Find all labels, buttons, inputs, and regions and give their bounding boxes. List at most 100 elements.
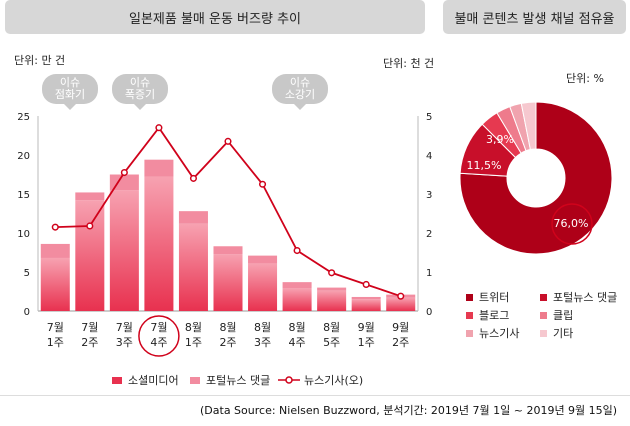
x-tick-label: 2주 bbox=[81, 336, 98, 349]
pie-legend-item: 블로그 bbox=[466, 307, 509, 323]
x-tick-label: 3주 bbox=[254, 336, 271, 349]
news-point bbox=[189, 174, 198, 182]
pie-legend-swatch bbox=[540, 329, 547, 337]
pie-legend-swatch bbox=[540, 293, 547, 301]
phase-lull-bubble: 이슈 소강기 bbox=[272, 74, 328, 110]
phase-lull-line2: 소강기 bbox=[284, 88, 316, 101]
phase-surge-line1: 이슈 bbox=[129, 76, 151, 89]
legend-news-label: 뉴스기사(오) bbox=[304, 374, 364, 387]
data-source-note: (Data Source: Nielsen Buzzword, 분석기간: 20… bbox=[200, 404, 618, 417]
bar-social bbox=[386, 297, 416, 311]
legend-portal-label: 포털뉴스 댓글 bbox=[206, 374, 271, 387]
legend-news-line-icon bbox=[278, 376, 300, 384]
pie-legend-swatch bbox=[466, 311, 473, 319]
donut-highlight-circle bbox=[551, 203, 593, 245]
pie-legend-label: 기타 bbox=[553, 327, 574, 340]
bar-social bbox=[40, 257, 70, 311]
x-tick-label: 7월 bbox=[47, 321, 64, 334]
pie-unit: 단위: % bbox=[566, 72, 604, 85]
y-tick-right: 5 bbox=[426, 112, 432, 123]
donut-value-label: 11,5% bbox=[467, 159, 502, 172]
x-tick-label: 9월 bbox=[392, 321, 409, 334]
x-tick-label: 8월 bbox=[254, 321, 271, 334]
pie-legend-item: 기타 bbox=[540, 325, 573, 341]
bar-social bbox=[109, 190, 139, 311]
bar-portal bbox=[248, 255, 278, 264]
news-point bbox=[328, 269, 336, 277]
pie-legend-swatch bbox=[540, 311, 547, 319]
bar-social bbox=[351, 299, 381, 311]
y-tick-right: 4 bbox=[426, 151, 432, 162]
x-tick-label: 8월 bbox=[323, 321, 340, 334]
pie-legend-label: 트위터 bbox=[479, 291, 510, 304]
y-tick-right: 2 bbox=[426, 229, 432, 240]
pie-chart-title: 불매 콘텐츠 발생 채널 점유율 bbox=[443, 0, 626, 34]
bar-social bbox=[282, 288, 312, 311]
pie-legend-label: 블로그 bbox=[479, 309, 510, 322]
bar-portal bbox=[40, 243, 70, 258]
news-point bbox=[86, 222, 94, 230]
x-tick-label: 7월 bbox=[81, 321, 98, 334]
legend-portal-swatch bbox=[190, 376, 200, 384]
pie-legend-item: 포털뉴스 댓글 bbox=[540, 289, 617, 305]
news-point bbox=[258, 180, 267, 188]
bar-portal bbox=[75, 192, 105, 201]
y-tick-left: 5 bbox=[24, 268, 30, 279]
phase-lull-line1: 이슈 bbox=[289, 76, 311, 89]
legend-social-swatch bbox=[112, 376, 122, 384]
y-tick-right: 3 bbox=[426, 190, 432, 201]
pie-legend-label: 클립 bbox=[553, 309, 574, 322]
pie-legend-item: 뉴스기사 bbox=[466, 325, 519, 341]
bar-portal bbox=[351, 296, 381, 300]
bar-portal bbox=[213, 246, 243, 255]
pie-legend-label: 포털뉴스 댓글 bbox=[553, 291, 618, 304]
left-axis-unit: 단위: 만 건 bbox=[14, 54, 66, 67]
y-tick-left: 20 bbox=[17, 151, 30, 162]
x-tick-label: 8월 bbox=[185, 321, 202, 334]
donut-slice bbox=[459, 101, 613, 255]
phase-ignition-line1: 이슈 bbox=[59, 76, 81, 89]
legend-news: 뉴스기사(오) bbox=[278, 372, 363, 388]
highlight-circle bbox=[138, 315, 180, 357]
x-tick-label: 1주 bbox=[47, 336, 64, 349]
pie-legend-item: 트위터 bbox=[466, 289, 509, 305]
x-tick-label: 4주 bbox=[150, 336, 167, 349]
x-tick-label: 4주 bbox=[289, 336, 306, 349]
phase-surge-bubble: 이슈 폭증기 bbox=[112, 74, 168, 110]
news-point bbox=[155, 124, 163, 132]
pie-legend-swatch bbox=[466, 293, 473, 301]
x-tick-label: 1주 bbox=[185, 336, 202, 349]
pie-legend-item: 클립 bbox=[540, 307, 573, 323]
x-tick-label: 3주 bbox=[116, 336, 133, 349]
x-tick-label: 8월 bbox=[289, 321, 306, 334]
right-axis-unit: 단위: 천 건 bbox=[383, 57, 435, 70]
channel-share-donut: 76,0% 11,5% 3,9% bbox=[459, 101, 613, 255]
donut-value-label: 76,0% bbox=[554, 217, 589, 230]
bar-chart-title: 일본제품 불매 운동 버즈량 추이 bbox=[5, 0, 425, 34]
x-tick-label: 7월 bbox=[116, 321, 133, 334]
donut-value-label: 3,9% bbox=[486, 133, 514, 146]
pie-legend-swatch bbox=[466, 329, 473, 337]
news-point bbox=[293, 247, 301, 255]
footer-divider bbox=[0, 395, 630, 396]
pie-legend-label: 뉴스기사 bbox=[479, 327, 520, 340]
y-tick-left: 25 bbox=[17, 112, 30, 123]
phase-ignition-bubble: 이슈 점화기 bbox=[42, 74, 98, 110]
bar-social bbox=[213, 254, 243, 311]
news-point bbox=[51, 223, 59, 231]
x-tick-label: 1주 bbox=[358, 336, 375, 349]
y-tick-left: 0 bbox=[24, 307, 30, 318]
phase-ignition-line2: 점화기 bbox=[54, 88, 86, 101]
bar-social bbox=[144, 176, 174, 311]
bar-portal bbox=[109, 174, 139, 191]
bar-social bbox=[178, 223, 208, 311]
y-tick-left: 15 bbox=[17, 190, 30, 201]
buzz-trend-chart: 0 5 10 15 20 25 0 1 2 3 4 5 7월 1주 7월 2주 7월 3주 7월 4주 8월 1주 8월 2주… bbox=[17, 112, 432, 357]
news-point bbox=[224, 137, 232, 145]
x-tick-label: 5주 bbox=[323, 336, 340, 349]
x-tick-label: 8월 bbox=[219, 321, 236, 334]
bar-social bbox=[75, 200, 105, 311]
y-tick-right: 0 bbox=[426, 307, 432, 318]
bar-social bbox=[317, 290, 347, 311]
legend-social-label: 소셜미디어 bbox=[128, 374, 179, 387]
